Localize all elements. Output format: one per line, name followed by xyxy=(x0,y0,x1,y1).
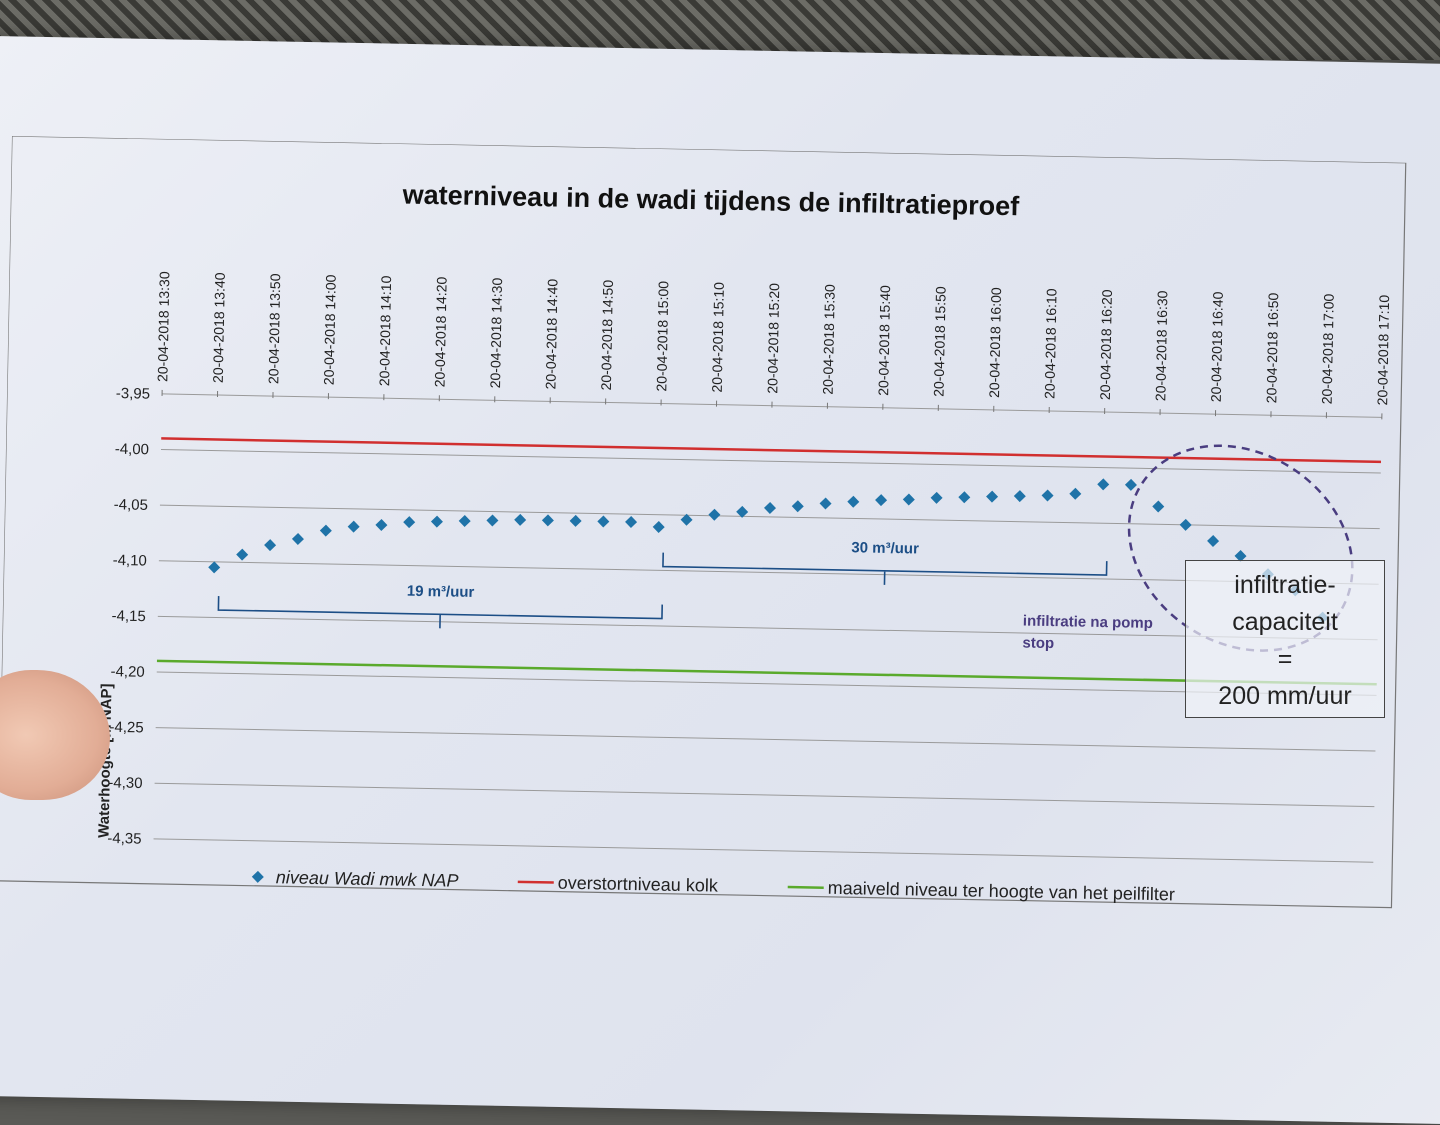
x-tick-label: 20-04-2018 14:30 xyxy=(487,277,505,388)
data-point xyxy=(1207,535,1219,547)
data-point xyxy=(1097,478,1109,490)
y-tick-label: -3,95 xyxy=(116,385,151,403)
capacity-callout: infiltratie- capaciteit = 200 mm/uur xyxy=(1185,560,1385,718)
data-point xyxy=(320,524,332,536)
x-tick-label: 20-04-2018 15:10 xyxy=(709,282,727,393)
legend-label-points: niveau Wadi mwk NAP xyxy=(276,867,459,891)
data-point xyxy=(1069,488,1081,500)
data-point xyxy=(708,509,720,521)
data-points xyxy=(208,461,1332,624)
legend-marker-maaiveld xyxy=(788,887,824,888)
data-point xyxy=(236,548,248,560)
legend: niveau Wadi mwk NAP overstortniveau kolk m… xyxy=(252,867,1175,905)
x-tick-label: 20-04-2018 14:00 xyxy=(321,274,339,385)
x-tick-label: 20-04-2018 16:40 xyxy=(1208,291,1226,402)
y-tick-label: -4,20 xyxy=(110,663,145,681)
y-tick-label: -4,00 xyxy=(115,441,150,459)
x-tick-label: 20-04-2018 15:50 xyxy=(931,286,949,397)
data-point xyxy=(348,521,360,533)
data-point xyxy=(653,521,665,533)
data-point xyxy=(1152,500,1164,512)
x-tick-label: 20-04-2018 14:20 xyxy=(432,276,450,387)
gridline xyxy=(154,839,1374,862)
gridline xyxy=(156,728,1376,751)
data-point xyxy=(375,519,387,531)
data-point xyxy=(570,515,582,527)
gridline xyxy=(161,450,1381,473)
callout-line-2: capaciteit xyxy=(1186,604,1384,641)
x-tick-label: 20-04-2018 16:10 xyxy=(1041,288,1059,399)
overstort-line xyxy=(161,438,1381,461)
x-tick-label: 20-04-2018 14:40 xyxy=(542,278,560,389)
x-tick-label: 20-04-2018 16:00 xyxy=(986,287,1004,398)
chart-svg: -3,95-4,00-4,05-4,10-4,15-4,20-4,25-4,30… xyxy=(0,136,1432,943)
data-point xyxy=(875,494,887,506)
legend-marker-overstort xyxy=(518,882,554,883)
data-point xyxy=(847,496,859,508)
x-tick-label: 20-04-2018 14:50 xyxy=(598,280,616,391)
callout-line-3: = xyxy=(1186,641,1384,678)
y-tick-label: -4,10 xyxy=(113,552,148,570)
callout-line-4: 200 mm/uur xyxy=(1186,678,1384,715)
x-tick-label: 20-04-2018 14:10 xyxy=(376,275,394,386)
data-point xyxy=(930,492,942,504)
data-point xyxy=(514,514,526,526)
bracket-30-label: 30 m³/uur xyxy=(851,539,919,557)
gridline xyxy=(155,783,1375,806)
y-tick-label: -4,15 xyxy=(111,608,146,626)
data-point xyxy=(819,497,831,509)
data-point xyxy=(764,502,776,514)
legend-label-maaiveld: maaiveld niveau ter hoogte van het peilf… xyxy=(828,878,1176,905)
bracket-19 xyxy=(218,596,662,633)
data-point xyxy=(1014,490,1026,502)
data-point xyxy=(958,491,970,503)
chart-frame: -3,95-4,00-4,05-4,10-4,15-4,20-4,25-4,30… xyxy=(0,136,1432,943)
data-point xyxy=(1041,489,1053,501)
x-tick-label: 20-04-2018 17:10 xyxy=(1374,294,1392,405)
x-tick-label: 20-04-2018 16:20 xyxy=(1097,289,1115,400)
data-point xyxy=(431,515,443,527)
x-tick-label: 20-04-2018 16:30 xyxy=(1152,290,1170,401)
chart-border xyxy=(0,136,1406,908)
data-point xyxy=(208,561,220,573)
x-tick-label: 20-04-2018 13:50 xyxy=(265,273,283,384)
data-point xyxy=(792,500,804,512)
x-tick-label: 20-04-2018 16:50 xyxy=(1263,292,1281,403)
data-point xyxy=(542,514,554,526)
legend-marker-points xyxy=(252,871,264,883)
x-tick-label: 20-04-2018 13:40 xyxy=(210,272,228,383)
x-tick-label: 20-04-2018 15:00 xyxy=(653,281,671,392)
callout-line-1: infiltratie- xyxy=(1186,567,1384,604)
data-point xyxy=(903,493,915,505)
data-point xyxy=(1180,519,1192,531)
x-tick-label: 20-04-2018 15:40 xyxy=(875,285,893,396)
data-point xyxy=(403,516,415,528)
data-point xyxy=(264,539,276,551)
data-point xyxy=(597,515,609,527)
data-point xyxy=(459,515,471,527)
data-point xyxy=(486,514,498,526)
x-tick-label: 20-04-2018 15:30 xyxy=(820,284,838,395)
x-tick-label: 20-04-2018 15:20 xyxy=(764,283,782,394)
bracket-30 xyxy=(663,553,1107,590)
legend-label-overstort: overstortniveau kolk xyxy=(558,873,719,896)
y-tick-label: -4,05 xyxy=(114,496,149,514)
x-tick-label: 20-04-2018 17:00 xyxy=(1319,293,1337,404)
circle-label-2: stop xyxy=(1022,634,1054,652)
data-point xyxy=(1125,479,1137,491)
data-point xyxy=(292,533,304,545)
bracket-19-label: 19 m³/uur xyxy=(407,583,475,601)
x-tick-label: 20-04-2018 13:30 xyxy=(154,271,172,382)
data-point xyxy=(986,491,998,503)
data-point xyxy=(625,516,637,528)
circle-label-1: infiltratie na pomp xyxy=(1023,612,1153,631)
